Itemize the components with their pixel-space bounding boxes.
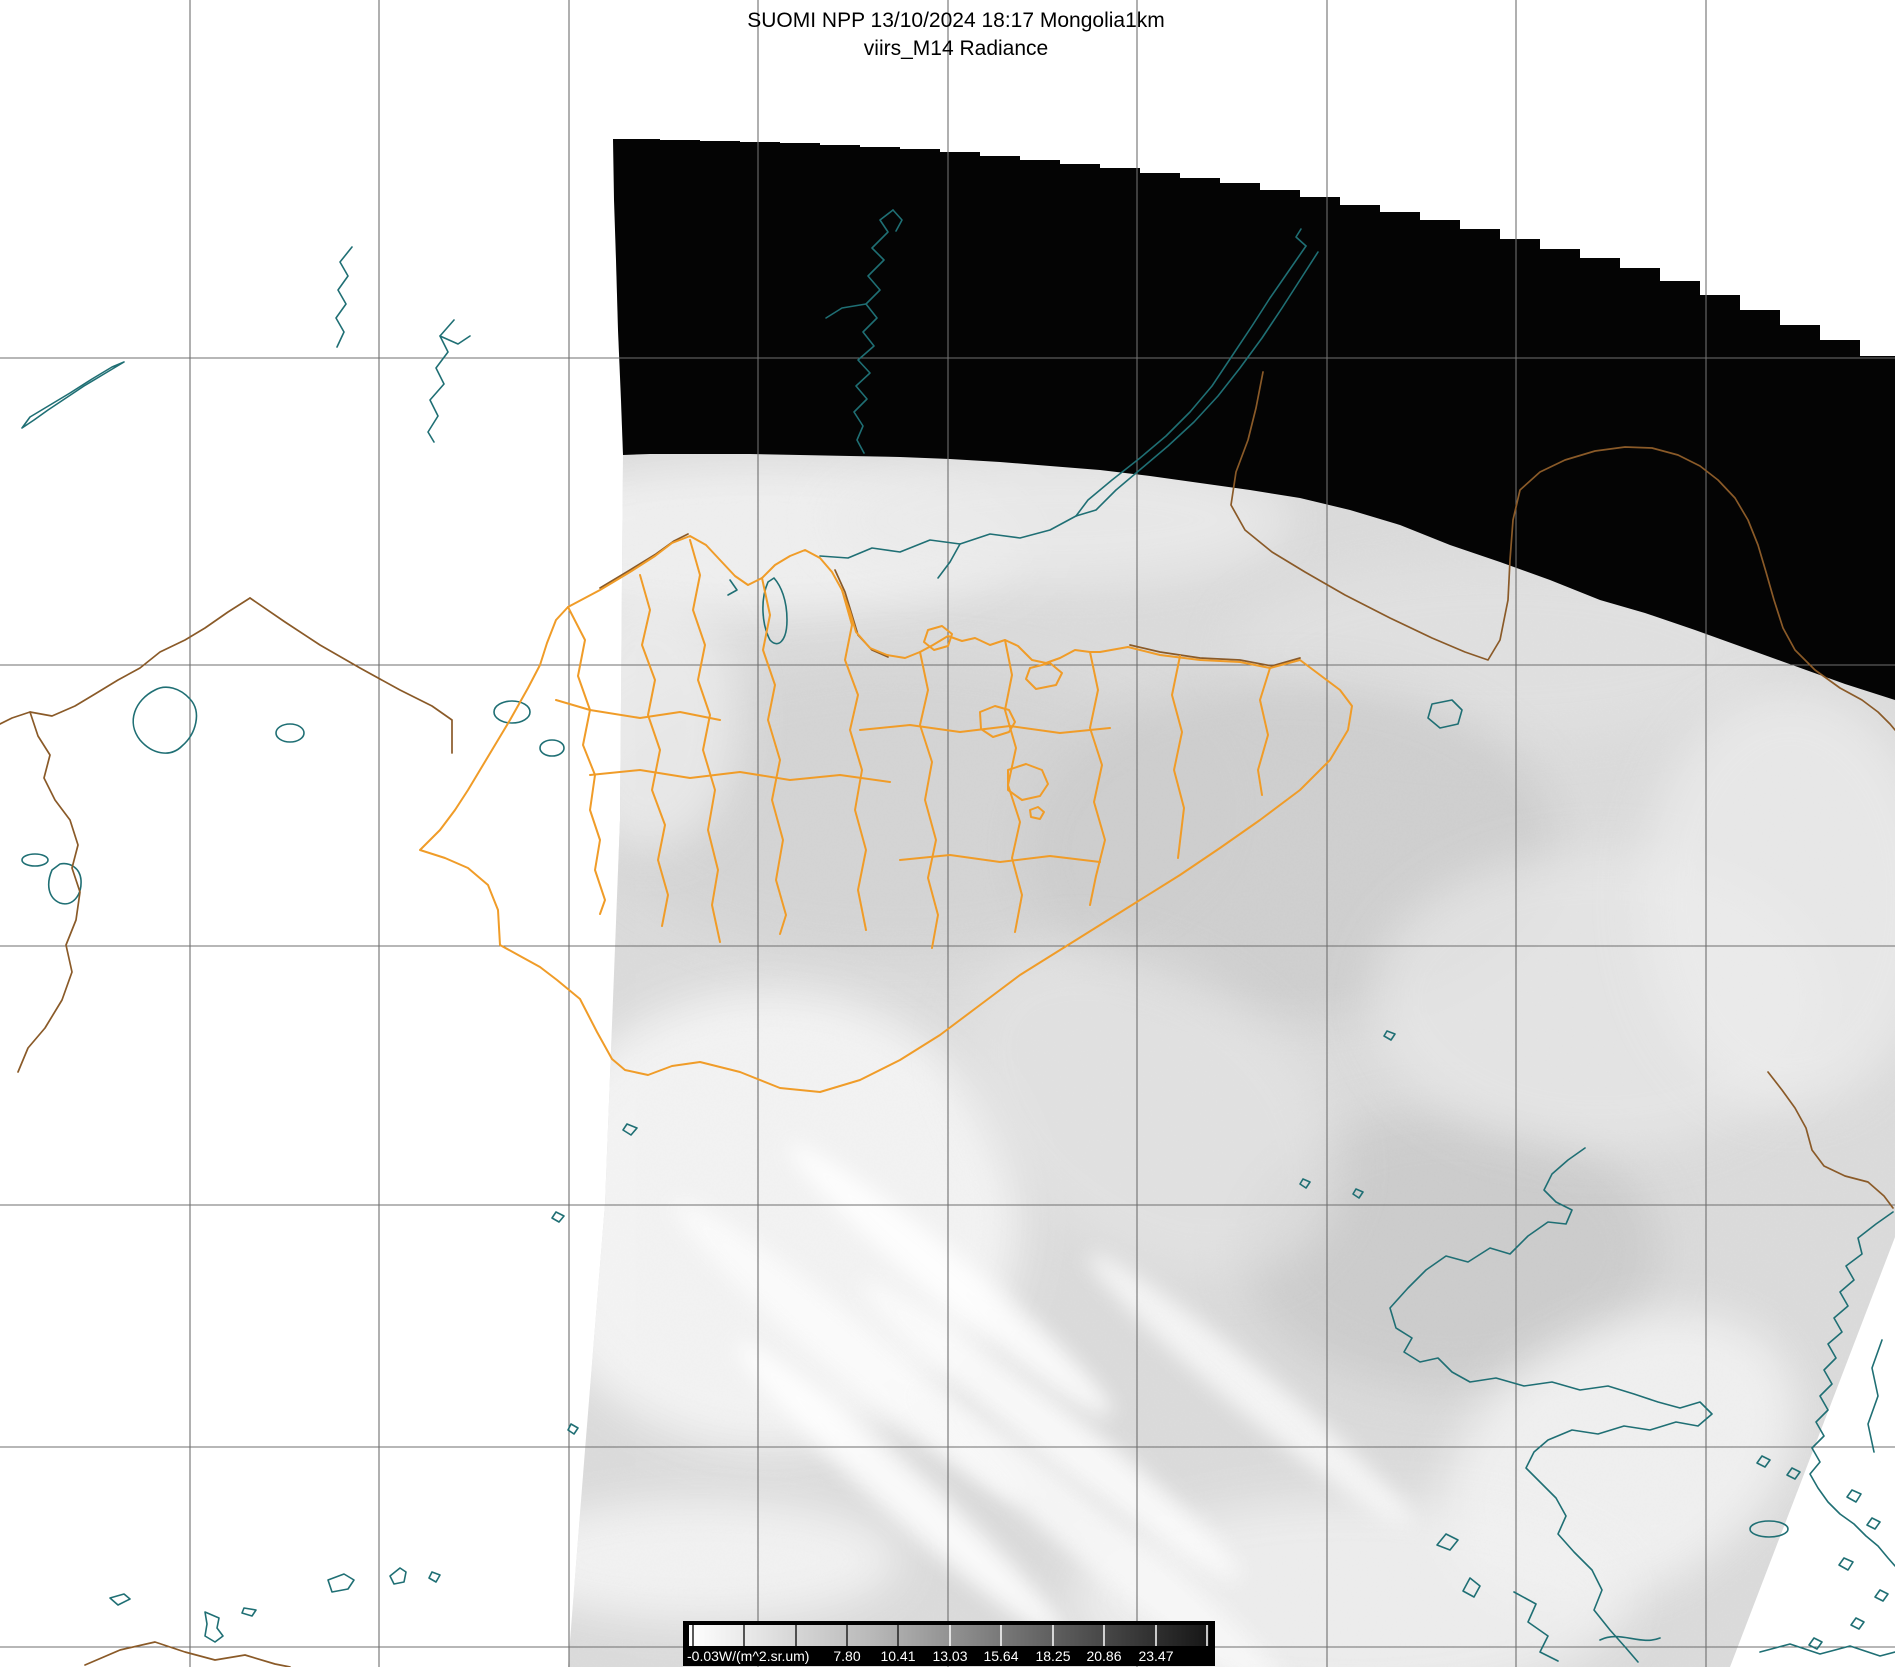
colorbar-tick-label: 23.47 — [1138, 1648, 1173, 1664]
colorbar-tick-label: 13.03 — [932, 1648, 967, 1664]
water-coastline-overlay — [21, 209, 1895, 1663]
colorbar-ticks-dark — [692, 1625, 899, 1646]
colorbar-unit-label: -0.03W/(m^2.sr.um) — [687, 1648, 809, 1664]
colorbar-tick-label: 15.64 — [983, 1648, 1018, 1664]
colorbar: -0.03W/(m^2.sr.um) 7.80 10.41 13.03 15.6… — [683, 1621, 1215, 1666]
colorbar-tick-label: 7.80 — [833, 1648, 860, 1664]
colorbar-tick-label: 20.86 — [1086, 1648, 1121, 1664]
colorbar-gradient-strip — [689, 1625, 1209, 1646]
colorbar-tick-label: 18.25 — [1035, 1648, 1070, 1664]
colorbar-ticks-light — [949, 1625, 1208, 1646]
image-title-line2: viirs_M14 Radiance — [863, 37, 1049, 60]
mongolia-border-overlay — [419, 535, 1353, 1093]
country-border-overlay — [0, 371, 1895, 1667]
image-title-line1: SUOMI NPP 13/10/2024 18:17 Mongolia1km — [747, 9, 1165, 32]
colorbar-tick-label: 10.41 — [880, 1648, 915, 1664]
